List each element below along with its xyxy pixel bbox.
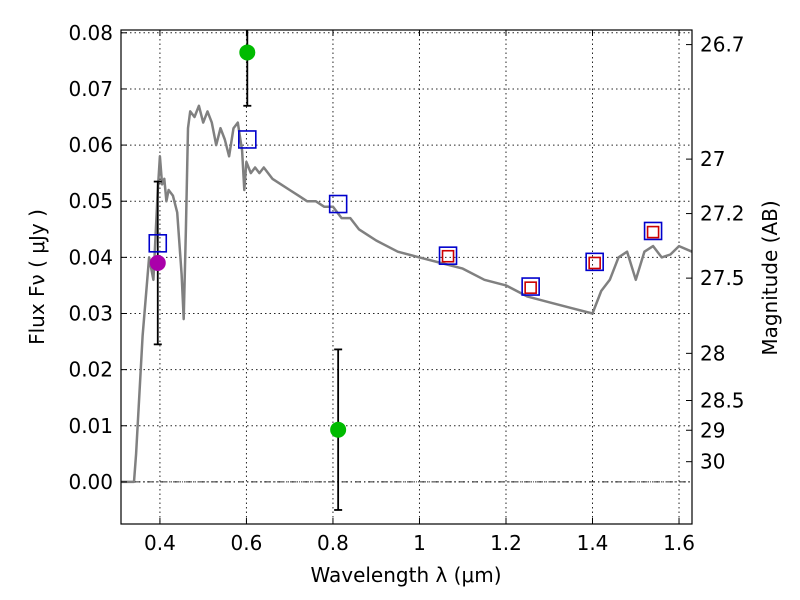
square-marker xyxy=(441,249,455,263)
y-tick-label: 0.00 xyxy=(68,470,113,494)
x-tick-label: 1.4 xyxy=(577,531,609,555)
square-marker xyxy=(646,225,660,239)
y-tick-label: 0.08 xyxy=(68,21,113,45)
x-tick-label: 1.6 xyxy=(663,531,695,555)
y-axis-ticks: 0.00 0.01 0.02 0.03 0.04 0.05 0.06 0.07 0.08 xyxy=(68,21,127,494)
right-axis-title: Magnitude (AB) xyxy=(758,200,782,355)
x-tick-label: 0.4 xyxy=(144,531,176,555)
square-marker xyxy=(238,130,257,149)
square-marker xyxy=(148,234,168,253)
right-tick-label: 26.7 xyxy=(700,33,745,57)
right-tick-label: 30 xyxy=(700,450,725,474)
x-tick-label: 0.8 xyxy=(317,531,349,555)
circle-marker xyxy=(239,44,256,61)
model-sed-curve xyxy=(121,104,693,484)
data-markers xyxy=(148,44,663,438)
right-tick-label: 27.2 xyxy=(700,202,745,226)
y-tick-label: 0.03 xyxy=(68,301,113,325)
model-sed-line xyxy=(121,104,693,484)
square-marker xyxy=(524,281,537,294)
x-tick-label: 1.2 xyxy=(490,531,522,555)
grid-lines xyxy=(121,30,692,524)
x-axis-ticks: 0.4 0.6 0.8 1 1.2 1.4 1.6 xyxy=(144,30,695,555)
y-axis-title: Flux Fν ( μJy ) xyxy=(25,209,49,345)
y-tick-label: 0.05 xyxy=(68,189,113,213)
circle-marker xyxy=(149,254,166,271)
square-marker xyxy=(643,221,663,241)
square-marker xyxy=(521,277,540,296)
x-tick-label: 1 xyxy=(413,531,426,555)
square-marker xyxy=(328,194,348,214)
x-axis-title: Wavelength λ (μm) xyxy=(310,563,501,587)
y-tick-label: 0.04 xyxy=(68,245,113,269)
y-tick-label: 0.01 xyxy=(68,414,113,438)
right-tick-label: 28.5 xyxy=(700,389,745,413)
square-marker xyxy=(588,256,601,270)
right-tick-label: 28 xyxy=(700,341,725,365)
right-axis-ticks: 26.7 27 27.2 27.5 28 28.5 29 30 xyxy=(686,33,745,474)
plot-frame xyxy=(120,29,693,525)
right-tick-label: 27 xyxy=(700,147,725,171)
x-tick-label: 0.6 xyxy=(231,531,263,555)
square-marker xyxy=(585,252,604,272)
right-tick-label: 27.5 xyxy=(700,266,745,290)
right-tick-label: 29 xyxy=(700,418,725,442)
square-marker xyxy=(438,246,458,265)
y-tick-label: 0.07 xyxy=(68,77,113,101)
circle-marker xyxy=(330,421,347,438)
y-tick-label: 0.06 xyxy=(68,133,113,157)
y-tick-label: 0.02 xyxy=(68,358,113,382)
